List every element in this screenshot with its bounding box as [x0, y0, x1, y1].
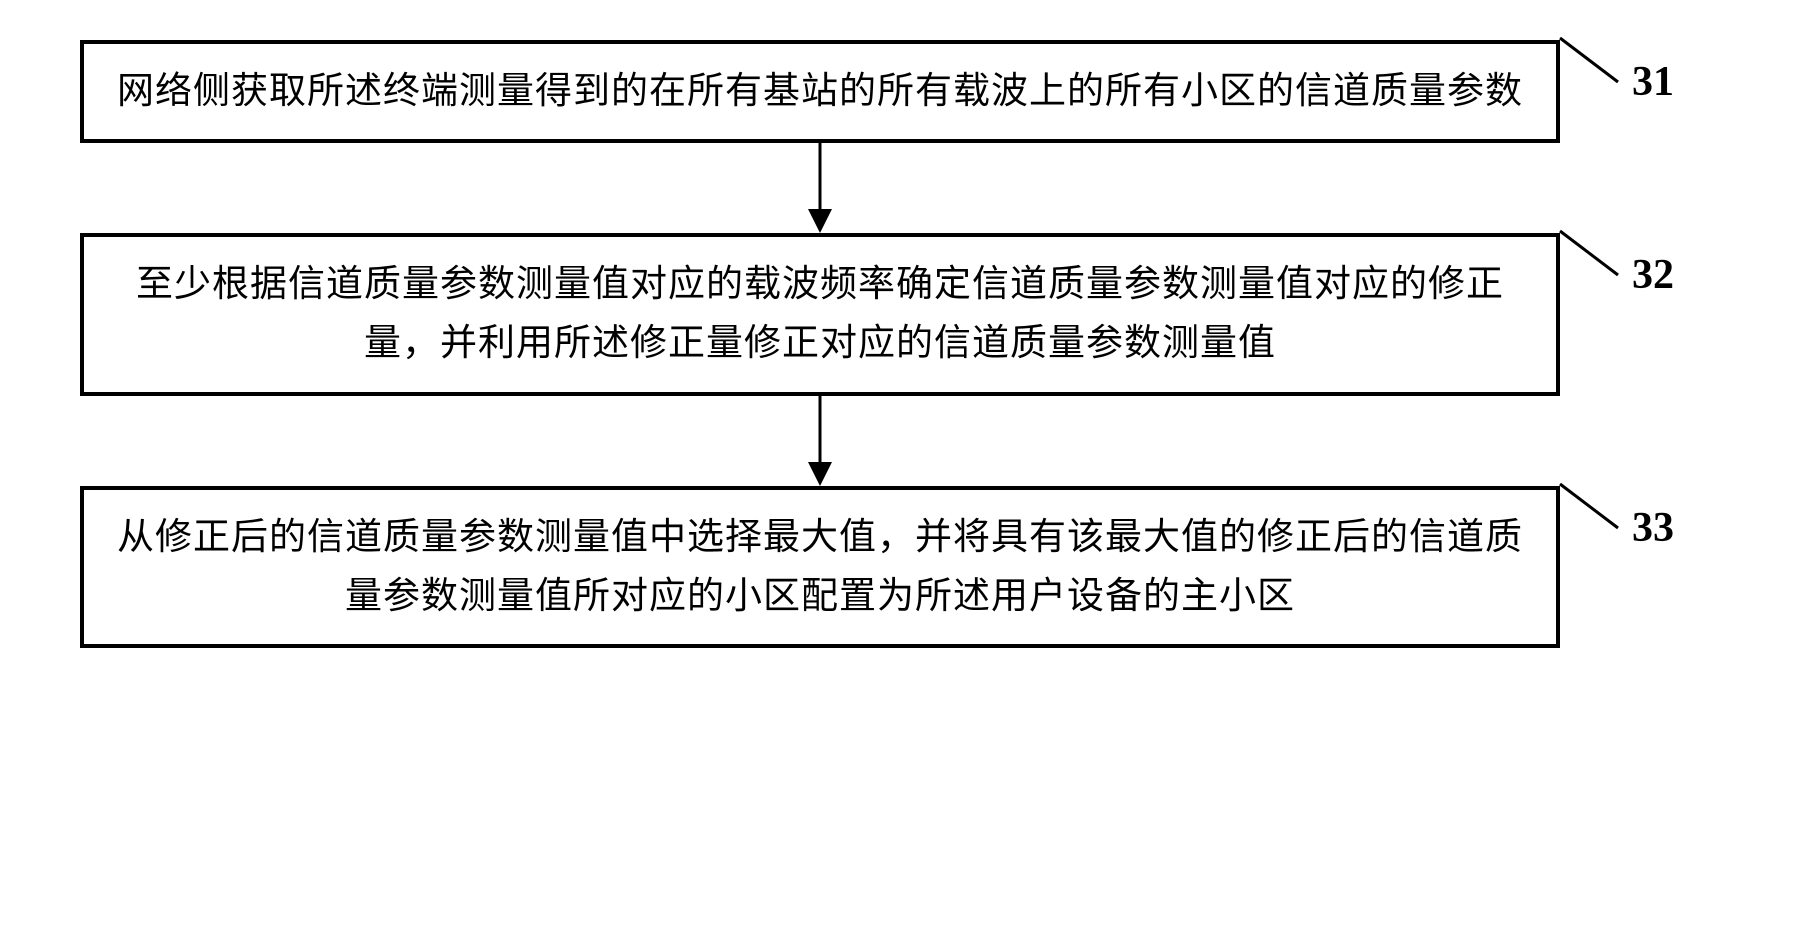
step-row-3: 从修正后的信道质量参数测量值中选择最大值，并将具有该最大值的修正后的信道质量参数… [80, 486, 1700, 648]
step-row-1: 网络侧获取所述终端测量得到的在所有基站的所有载波上的所有小区的信道质量参数 31 [80, 40, 1700, 143]
step-row-2: 至少根据信道质量参数测量值对应的载波频率确定信道质量参数测量值对应的修正量，并利… [80, 233, 1700, 395]
step-label-2: 32 [1632, 251, 1674, 299]
arrow-2-3 [80, 396, 1560, 486]
step-text-3: 从修正后的信道质量参数测量值中选择最大值，并将具有该最大值的修正后的信道质量参数… [114, 508, 1526, 626]
label-connector-1 [1558, 32, 1718, 192]
label-connector-3 [1558, 478, 1718, 638]
flowchart-container: 网络侧获取所述终端测量得到的在所有基站的所有载波上的所有小区的信道质量参数 31… [80, 40, 1700, 648]
arrow-1-2 [80, 143, 1560, 233]
step-label-1: 31 [1632, 58, 1674, 106]
step-text-1: 网络侧获取所述终端测量得到的在所有基站的所有载波上的所有小区的信道质量参数 [114, 62, 1526, 121]
step-box-2: 至少根据信道质量参数测量值对应的载波频率确定信道质量参数测量值对应的修正量，并利… [80, 233, 1560, 395]
step-text-2: 至少根据信道质量参数测量值对应的载波频率确定信道质量参数测量值对应的修正量，并利… [114, 255, 1526, 373]
label-connector-2 [1558, 225, 1718, 385]
step-box-3: 从修正后的信道质量参数测量值中选择最大值，并将具有该最大值的修正后的信道质量参数… [80, 486, 1560, 648]
step-box-1: 网络侧获取所述终端测量得到的在所有基站的所有载波上的所有小区的信道质量参数 [80, 40, 1560, 143]
step-label-3: 33 [1632, 504, 1674, 552]
